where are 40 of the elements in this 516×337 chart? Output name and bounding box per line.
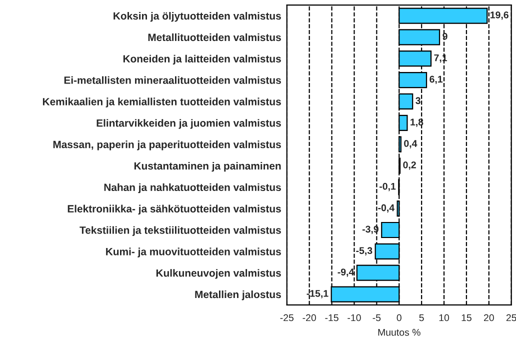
data-label: -5,3 bbox=[356, 247, 372, 256]
x-tick-label: 25 bbox=[506, 314, 516, 322]
data-label: 19,6 bbox=[490, 11, 508, 20]
x-axis-title: Muutos % bbox=[378, 328, 420, 336]
x-tick-label: 0 bbox=[396, 314, 402, 322]
x-tick-label: 5 bbox=[419, 314, 424, 322]
x-tick-label: -10 bbox=[348, 314, 361, 322]
data-label: 0,4 bbox=[404, 140, 418, 148]
y-tick-label: Kustantaminen ja painaminen bbox=[134, 162, 281, 172]
data-label: -15,1 bbox=[306, 290, 328, 298]
x-tick-label: 10 bbox=[439, 314, 450, 322]
y-tick-label: Massan, paperin ja paperituotteiden valmistus bbox=[53, 140, 281, 150]
data-label: 6,1 bbox=[430, 76, 443, 84]
x-tick-label: 20 bbox=[484, 314, 494, 322]
y-tick-label: Metallien jalostus bbox=[195, 290, 281, 300]
data-label: 9 bbox=[442, 32, 448, 40]
x-tick-label: -15 bbox=[325, 314, 338, 322]
data-label: 7,1 bbox=[434, 54, 448, 63]
y-tick-label: Metallituotteiden valmistus bbox=[148, 33, 281, 42]
y-tick-label: Kulkuneuvojen valmistus bbox=[156, 269, 281, 279]
data-label: -0,1 bbox=[380, 182, 396, 192]
y-tick-label: Ei-metallisten mineraalituotteiden valmistus bbox=[64, 76, 281, 84]
x-tick-label: -25 bbox=[280, 314, 294, 322]
y-tick-label: Koneiden ja laitteiden valmistus bbox=[123, 54, 281, 65]
data-label: 1,8 bbox=[410, 118, 424, 127]
data-label: 0,2 bbox=[403, 161, 416, 170]
y-tick-label: Elintarvikkeiden ja juomien valmistus bbox=[96, 119, 281, 129]
x-tick-label: -5 bbox=[372, 314, 381, 322]
y-tick-label: Nahan ja nahkatuotteiden valmistus bbox=[104, 183, 281, 194]
y-tick-label: Koksin ja öljytuotteiden valmistus bbox=[114, 12, 281, 22]
y-tick-label: Elektroniikka- ja sähkötuotteiden valmistus bbox=[68, 204, 281, 215]
y-tick-label: Kumi- ja muovituotteiden valmistus bbox=[106, 248, 281, 258]
data-label: -0,4 bbox=[378, 204, 394, 213]
y-tick-label: Tekstiilien ja tekstiilituotteiden valmistus bbox=[80, 226, 281, 236]
data-label: -3,9 bbox=[362, 226, 378, 234]
data-label: -9,4 bbox=[338, 268, 354, 277]
x-tick-label: 15 bbox=[462, 314, 472, 322]
data-label: 3 bbox=[416, 97, 420, 104]
x-tick-label: -20 bbox=[302, 314, 316, 322]
y-tick-label: Kemikaalien ja kemiallisten tuotteiden valmistus bbox=[42, 98, 281, 108]
